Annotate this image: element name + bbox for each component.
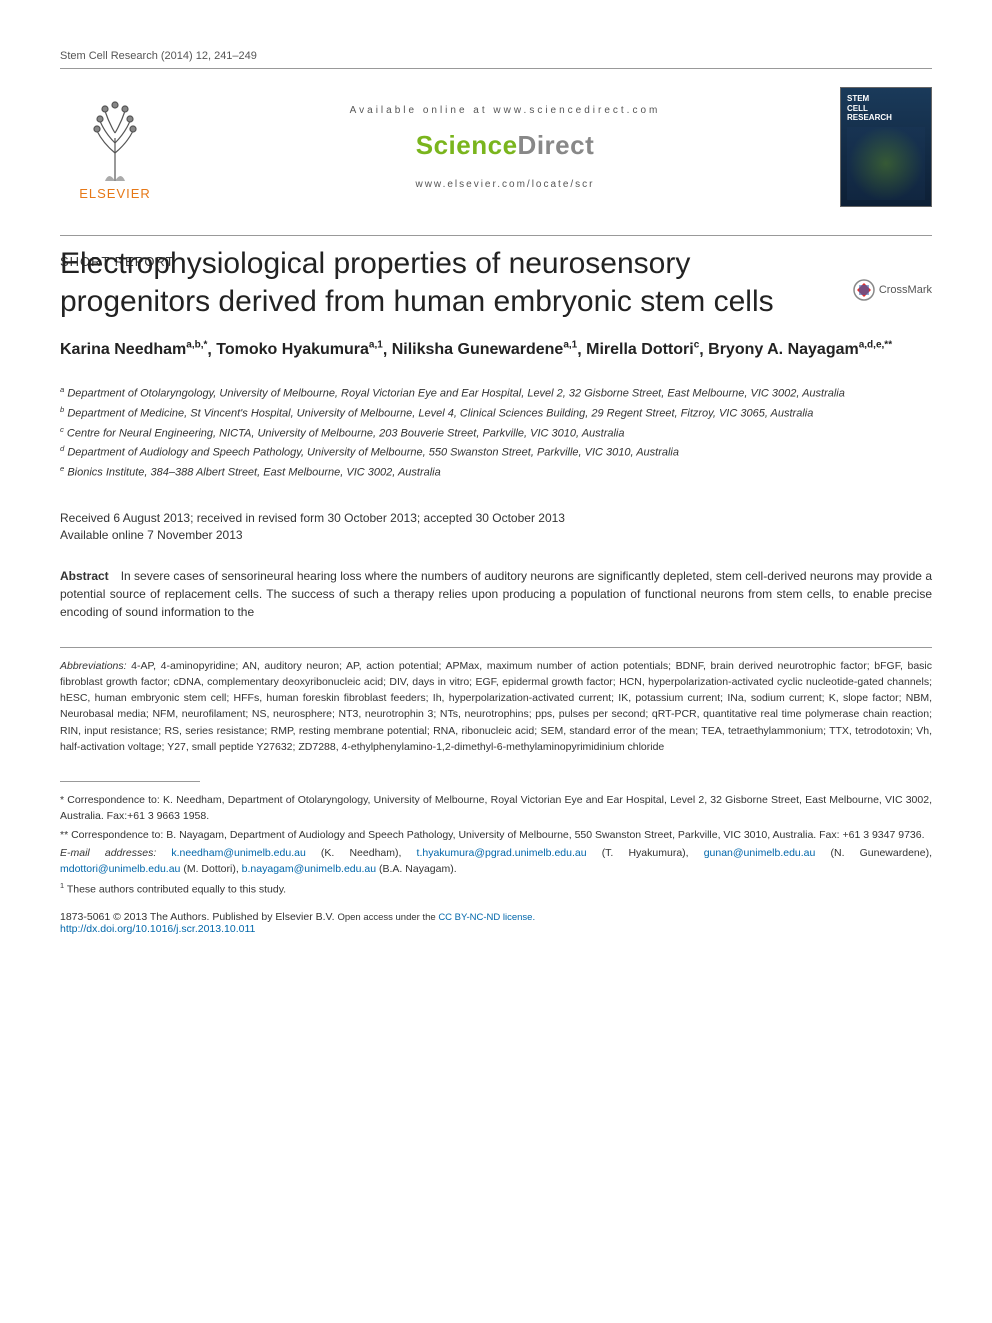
doi-line: http://dx.doi.org/10.1016/j.scr.2013.10.…: [60, 923, 932, 935]
email-who-4: (B.A. Nayagam): [379, 863, 454, 875]
open-access-text: Open access under the: [337, 912, 438, 923]
affiliations-block: a Department of Otolaryngology, Universi…: [60, 384, 932, 482]
author-0-mark: *: [204, 340, 208, 351]
affiliation-c: c Centre for Neural Engineering, NICTA, …: [60, 424, 932, 443]
running-header-citation: Stem Cell Research (2014) 12, 241–249: [60, 50, 932, 62]
email-who-3: (M. Dottori): [183, 863, 236, 875]
journal-cover-art: [847, 127, 925, 200]
abstract-text: In severe cases of sensorineural hearing…: [60, 569, 932, 619]
affiliation-a: a Department of Otolaryngology, Universi…: [60, 384, 932, 403]
correspondence-1: * Correspondence to: K. Needham, Departm…: [60, 792, 932, 825]
journal-cover-title-line2: CELL: [847, 104, 868, 114]
email-link-4[interactable]: b.nayagam@unimelb.edu.au: [242, 863, 376, 875]
elsevier-logo[interactable]: ELSEVIER: [60, 93, 170, 201]
email-addresses: E-mail addresses: k.needham@unimelb.edu.…: [60, 845, 932, 878]
author-4[interactable]: Bryony A. Nayagama,d,e,**: [708, 341, 892, 358]
copyright-block: 1873-5061 © 2013 The Authors. Published …: [60, 911, 932, 923]
journal-cover-title-line1: STEM: [847, 94, 869, 104]
author-4-mark: **: [884, 340, 892, 351]
author-3-affil: c: [694, 340, 700, 351]
sciencedirect-word-gray: Direct: [518, 130, 595, 160]
footnotes-rule: [60, 781, 200, 782]
author-1-affil: a,1: [369, 340, 383, 351]
masthead-center: Available online at www.sciencedirect.co…: [170, 105, 840, 190]
sciencedirect-logo[interactable]: ScienceDirect: [170, 130, 840, 161]
email-link-0[interactable]: k.needham@unimelb.edu.au: [171, 847, 305, 859]
email-who-2: (N. Gunewardene): [831, 847, 930, 859]
author-2-affil: a,1: [563, 340, 577, 351]
crossmark-badge[interactable]: CrossMark: [853, 279, 932, 301]
masthead-bottom-rule: [60, 235, 932, 236]
journal-locate-url[interactable]: www.elsevier.com/locate/scr: [170, 179, 840, 190]
abstract-block: AbstractIn severe cases of sensorineural…: [60, 567, 932, 621]
issn: 1873-5061: [60, 911, 110, 923]
author-3[interactable]: Mirella Dottoric: [586, 341, 699, 358]
dates-online: Available online 7 November 2013: [60, 527, 932, 544]
email-link-2[interactable]: gunan@unimelb.edu.au: [704, 847, 816, 859]
equal-contribution-note: 1 These authors contributed equally to t…: [60, 880, 932, 898]
doi-link[interactable]: http://dx.doi.org/10.1016/j.scr.2013.10.…: [60, 923, 255, 935]
journal-cover-title-line3: RESEARCH: [847, 113, 892, 123]
article-title: Electrophysiological properties of neuro…: [60, 245, 780, 320]
author-0-name: Karina Needham: [60, 341, 186, 358]
available-online-text: Available online at www.sciencedirect.co…: [170, 105, 840, 116]
abbreviations-label: Abbreviations:: [60, 660, 127, 672]
author-1-name: Tomoko Hyakumura: [216, 341, 369, 358]
author-4-name: Bryony A. Nayagam: [708, 341, 859, 358]
sciencedirect-word-green: Science: [416, 130, 518, 160]
author-2[interactable]: Niliksha Gunewardenea,1: [392, 341, 578, 358]
abbreviations-rule: [60, 647, 932, 648]
emails-label: E-mail addresses:: [60, 847, 156, 859]
email-who-0: (K. Needham): [321, 847, 399, 859]
elsevier-tree-icon: [75, 93, 155, 183]
author-0[interactable]: Karina Needhama,b,*: [60, 341, 207, 358]
crossmark-icon: [853, 279, 875, 301]
journal-cover-thumbnail[interactable]: STEM CELL RESEARCH: [840, 87, 932, 207]
crossmark-label: CrossMark: [879, 284, 932, 296]
email-who-1: (T. Hyakumura): [602, 847, 686, 859]
email-link-1[interactable]: t.hyakumura@pgrad.unimelb.edu.au: [417, 847, 587, 859]
elsevier-wordmark: ELSEVIER: [79, 186, 151, 201]
author-1[interactable]: Tomoko Hyakumuraa,1: [216, 341, 383, 358]
footnotes-block: * Correspondence to: K. Needham, Departm…: [60, 792, 932, 897]
authors-list: Karina Needhama,b,*, Tomoko Hyakumuraa,1…: [60, 338, 932, 362]
author-0-affil: a,b,: [186, 340, 203, 351]
author-2-name: Niliksha Gunewardene: [392, 341, 564, 358]
affiliation-e: e Bionics Institute, 384–388 Albert Stre…: [60, 463, 932, 482]
license-link[interactable]: CC BY-NC-ND license.: [438, 912, 535, 923]
masthead: ELSEVIER Available online at www.science…: [60, 87, 932, 207]
affiliation-d: d Department of Audiology and Speech Pat…: [60, 443, 932, 462]
email-link-3[interactable]: mdottori@unimelb.edu.au: [60, 863, 180, 875]
abbreviations-block: Abbreviations: 4-AP, 4-aminopyridine; AN…: [60, 658, 932, 756]
dates-received: Received 6 August 2013; received in revi…: [60, 510, 932, 527]
affiliation-b: b Department of Medicine, St Vincent's H…: [60, 404, 932, 423]
author-3-name: Mirella Dottori: [586, 341, 694, 358]
top-rule: [60, 68, 932, 69]
abbreviations-text: 4-AP, 4-aminopyridine; AN, auditory neur…: [60, 660, 932, 753]
article-dates: Received 6 August 2013; received in revi…: [60, 510, 932, 545]
correspondence-2: ** Correspondence to: B. Nayagam, Depart…: [60, 827, 932, 843]
author-4-affil: a,d,e,: [859, 340, 885, 351]
copyright-text: © 2013 The Authors. Published by Elsevie…: [113, 911, 334, 923]
abstract-label: Abstract: [60, 569, 109, 583]
